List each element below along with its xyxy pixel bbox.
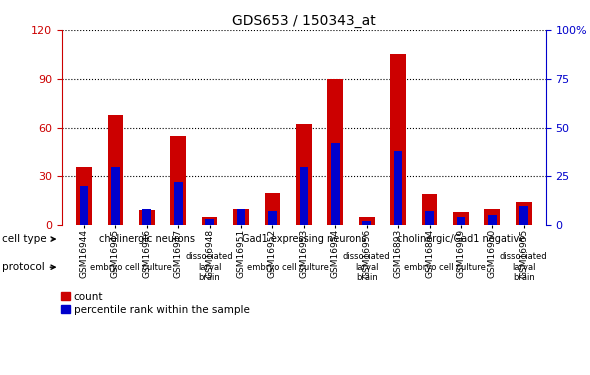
Bar (484, 209, 500, 225)
Text: embryo cell culture: embryo cell culture (404, 262, 486, 272)
Text: cholinergic/Gad1 negative: cholinergic/Gad1 negative (397, 234, 525, 244)
Bar (174, 182, 182, 225)
Bar (362, 221, 371, 225)
Bar (139, 210, 155, 225)
Title: GDS653 / 150343_at: GDS653 / 150343_at (232, 13, 376, 28)
Bar (233, 209, 249, 225)
Bar (268, 211, 277, 225)
Bar (80, 186, 88, 225)
Bar (111, 166, 120, 225)
Text: protocol: protocol (2, 262, 55, 272)
Bar (422, 194, 437, 225)
Bar (296, 124, 312, 225)
Bar (390, 54, 406, 225)
Text: dissociated
larval
brain: dissociated larval brain (343, 252, 391, 282)
Bar (519, 206, 528, 225)
Bar (359, 217, 375, 225)
Bar (488, 215, 497, 225)
Bar (425, 211, 434, 225)
Bar (264, 192, 280, 225)
Bar (327, 79, 343, 225)
Bar (516, 202, 532, 225)
Bar (205, 219, 214, 225)
Text: dissociated
larval
brain: dissociated larval brain (186, 252, 234, 282)
Bar (394, 151, 402, 225)
Bar (237, 209, 245, 225)
Bar (76, 166, 92, 225)
Text: embryo cell culture: embryo cell culture (247, 262, 329, 272)
Bar (300, 166, 308, 225)
Text: Gad1 expressing neurons: Gad1 expressing neurons (241, 234, 366, 244)
Bar (457, 217, 466, 225)
Text: embryo cell culture: embryo cell culture (90, 262, 172, 272)
Legend: count, percentile rank within the sample: count, percentile rank within the sample (61, 292, 250, 315)
Text: cholinergic neurons: cholinergic neurons (99, 234, 195, 244)
Bar (453, 212, 469, 225)
Bar (142, 209, 151, 225)
Bar (331, 143, 340, 225)
Text: cell type: cell type (2, 234, 55, 244)
Bar (107, 114, 123, 225)
Text: dissociated
larval
brain: dissociated larval brain (500, 252, 548, 282)
Bar (171, 136, 186, 225)
Bar (202, 217, 218, 225)
